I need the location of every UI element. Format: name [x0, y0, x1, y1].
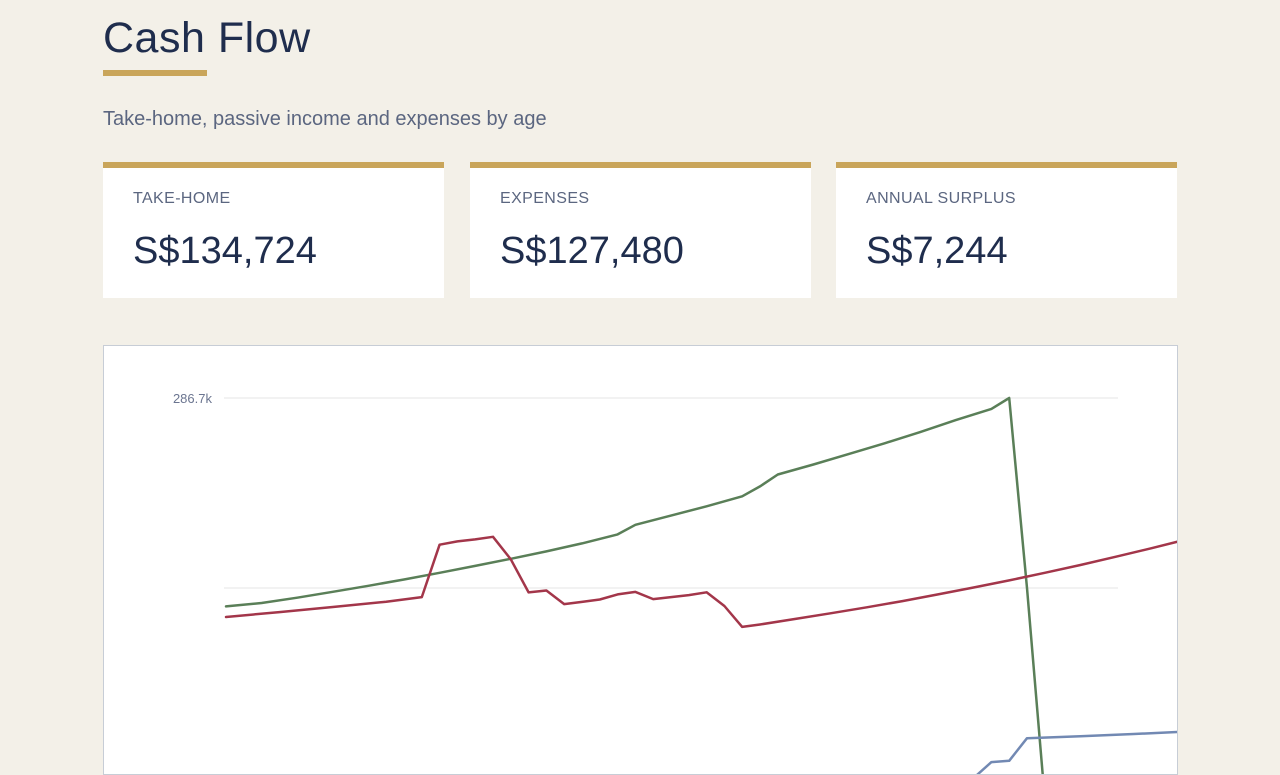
kpi-value: S$7,244 — [866, 230, 1008, 272]
page-title: Cash Flow — [103, 14, 311, 62]
kpi-label: EXPENSES — [500, 190, 590, 207]
chart-svg: 286.7k — [173, 391, 1177, 774]
title-underline — [103, 70, 207, 76]
series-layer — [224, 396, 1177, 774]
kpi-label: ANNUAL SURPLUS — [866, 190, 1016, 207]
series-line-expenses — [224, 535, 1177, 629]
series-line-passive — [976, 730, 1177, 774]
kpi-value: S$127,480 — [500, 230, 684, 272]
kpi-card-expenses: EXPENSES S$127,480 — [470, 162, 811, 298]
tick-layer: 286.7k — [173, 391, 213, 406]
kpi-label: TAKE-HOME — [133, 190, 231, 207]
series-line-take-home — [224, 396, 1044, 774]
page-subtitle: Take-home, passive income and expenses b… — [103, 108, 547, 130]
cash-flow-chart: 286.7k — [103, 345, 1178, 775]
kpi-card-take-home: TAKE-HOME S$134,724 — [103, 162, 444, 298]
kpi-card-annual-surplus: ANNUAL SURPLUS S$7,244 — [836, 162, 1177, 298]
y-tick-label: 286.7k — [173, 391, 213, 406]
grid-layer — [224, 397, 1118, 589]
kpi-value: S$134,724 — [133, 230, 317, 272]
